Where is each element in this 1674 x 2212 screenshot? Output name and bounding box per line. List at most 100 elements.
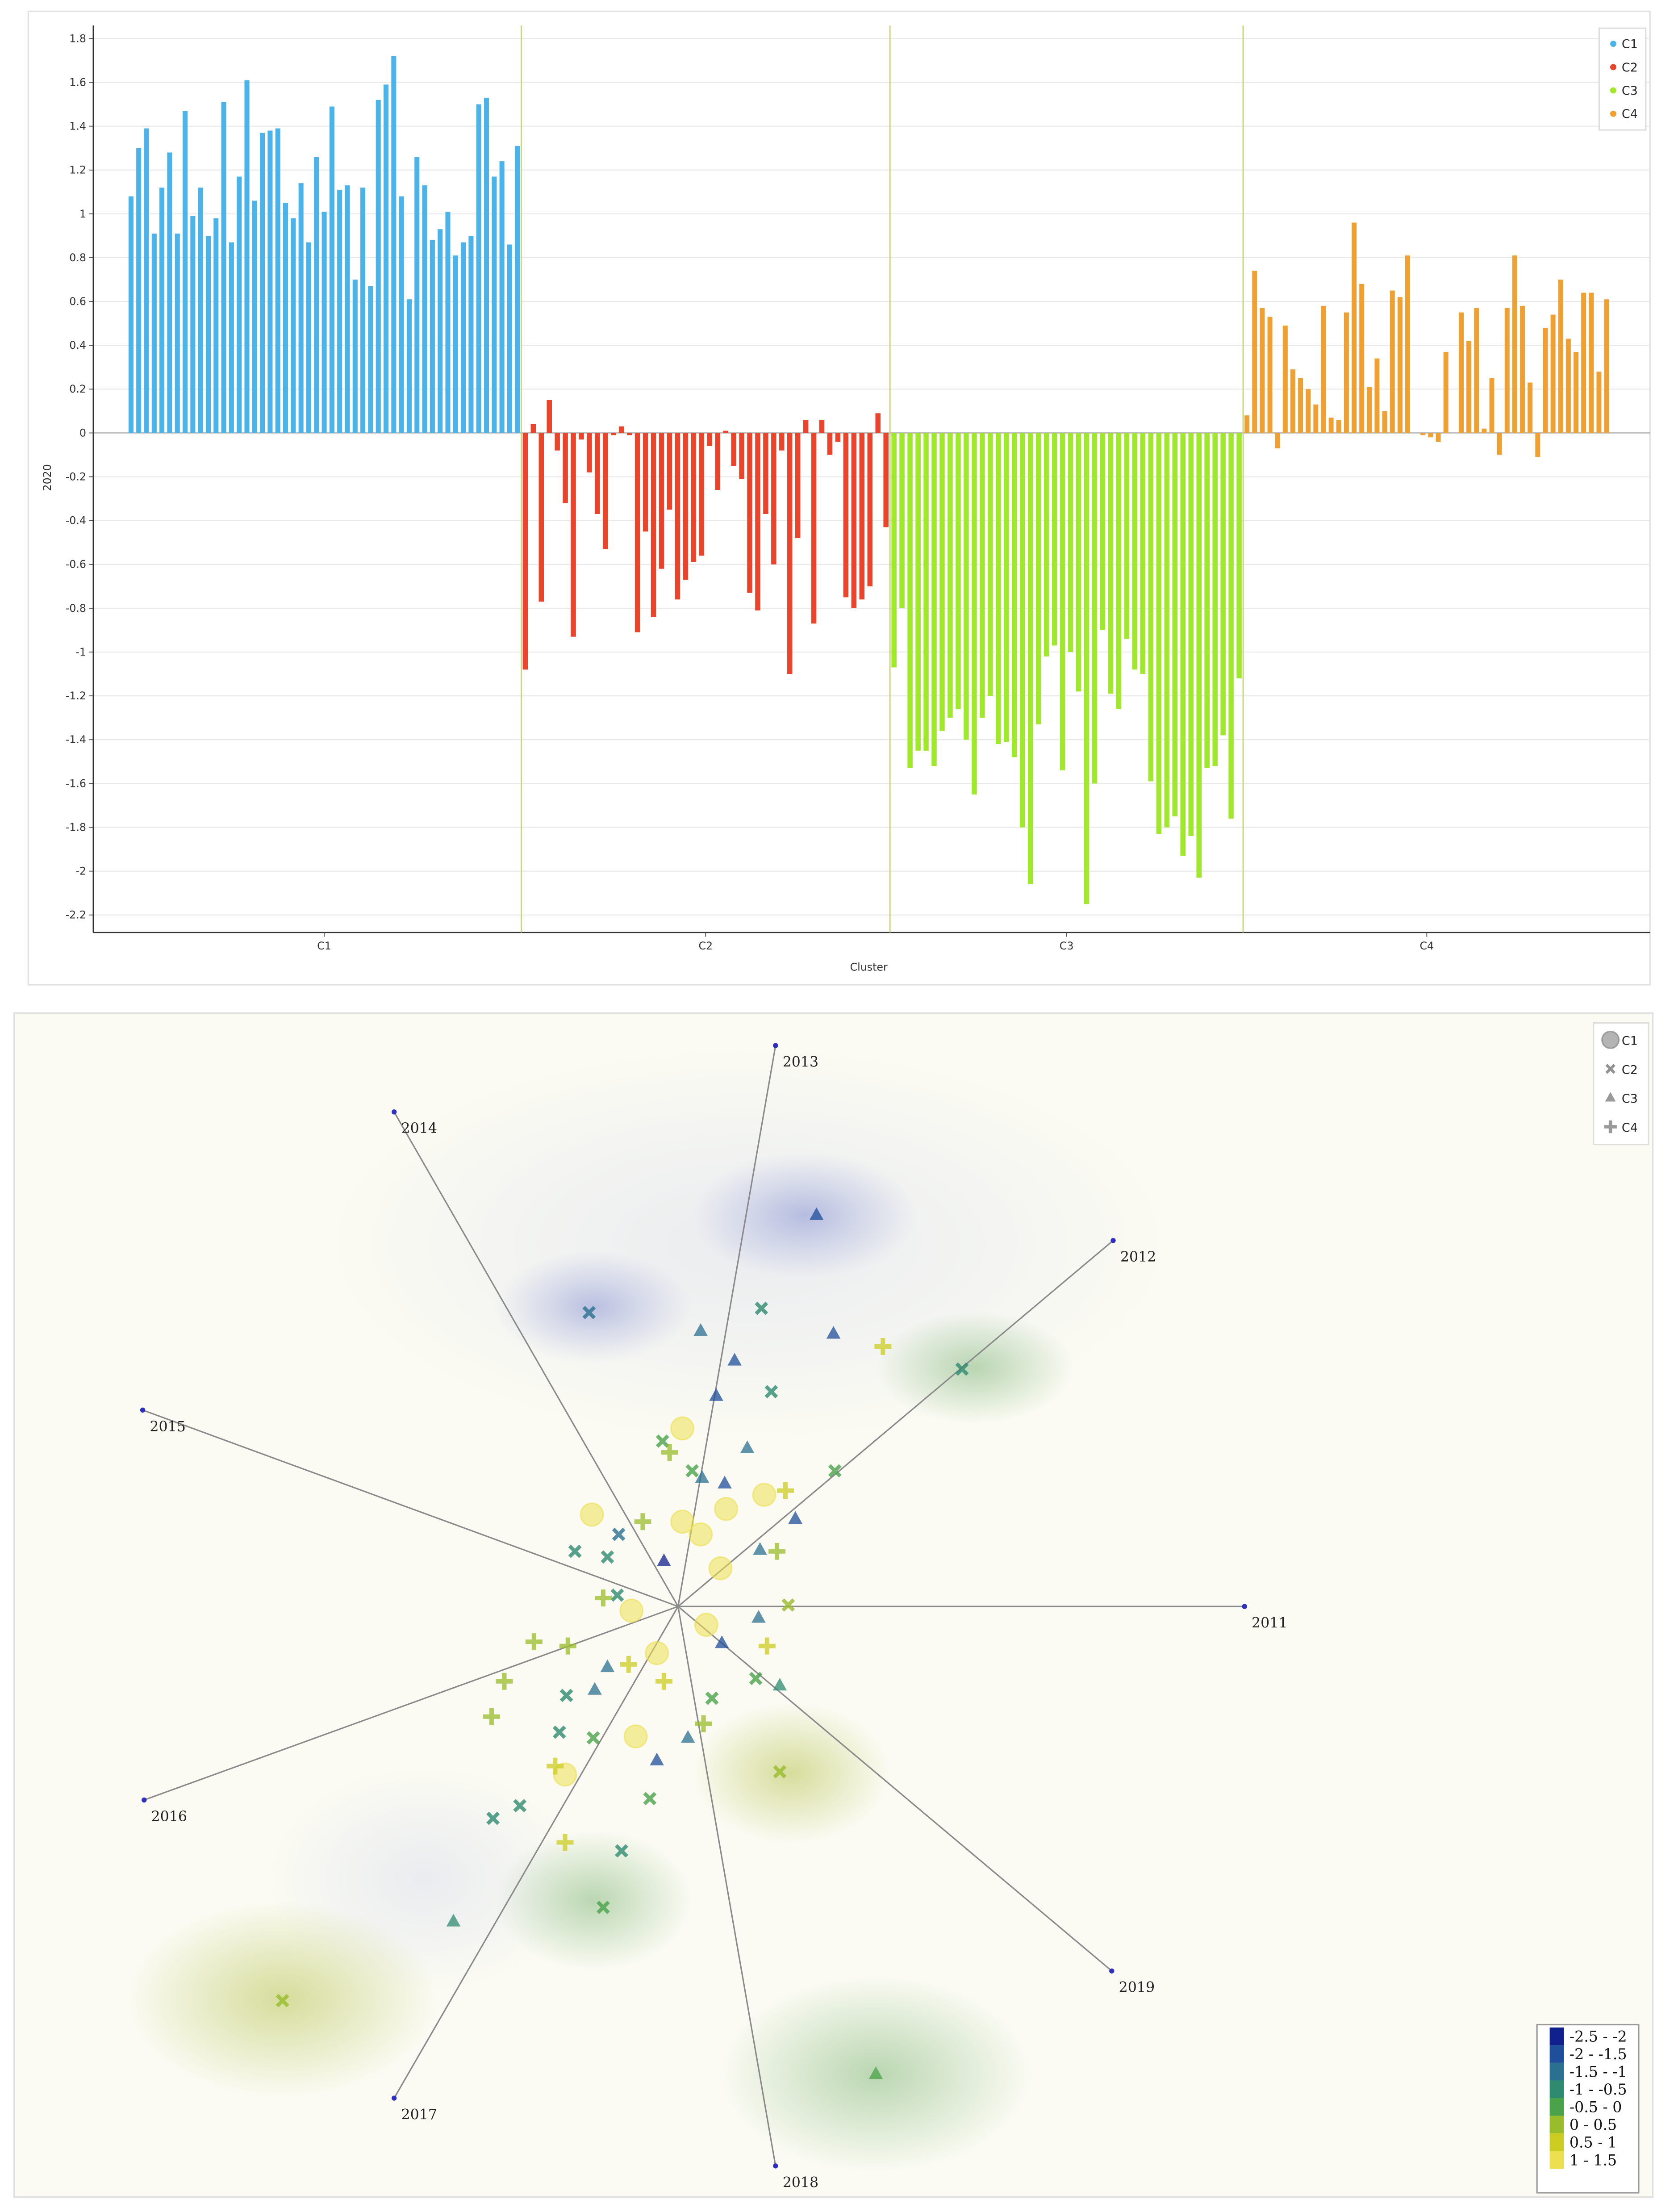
vector-tip: [1109, 1968, 1115, 1974]
bar: [699, 433, 705, 556]
bar: [1489, 378, 1494, 433]
bar: [915, 433, 921, 751]
bar: [619, 426, 624, 433]
legend-marker: [1601, 1030, 1620, 1050]
bar: [383, 84, 389, 433]
vector-tip: [391, 2095, 397, 2101]
bar: [626, 433, 632, 435]
point: [695, 1715, 712, 1732]
point: [620, 1656, 637, 1673]
point: [826, 1326, 841, 1339]
bar: [1204, 433, 1210, 769]
bar: [306, 242, 311, 433]
point: [634, 1513, 651, 1530]
bar: [907, 433, 913, 769]
color-swatch: [1549, 2062, 1564, 2081]
bar: [1019, 433, 1025, 828]
color-label: 0 - 0.5: [1570, 2116, 1617, 2133]
y-tick-label: -1.2: [66, 690, 86, 702]
point: [657, 1553, 671, 1566]
point: [276, 1994, 289, 2007]
color-swatch: [1549, 2133, 1564, 2151]
loading-vector: [677, 1045, 776, 1607]
bar: [1466, 341, 1472, 433]
point: [868, 2066, 883, 2079]
y-tick-label: -0.6: [66, 558, 86, 571]
point: [768, 1543, 786, 1560]
vector-label: 2015: [150, 1419, 185, 1435]
legend-label: C3: [1622, 1092, 1638, 1106]
point: [483, 1708, 500, 1725]
bar: [972, 433, 977, 794]
bar: [851, 433, 857, 608]
bar: [1504, 308, 1510, 433]
color-swatch: [1549, 2098, 1564, 2116]
bar: [1458, 312, 1464, 433]
bar: [803, 420, 809, 433]
bar: [453, 255, 458, 433]
bar: [1482, 428, 1487, 433]
vector-label: 2017: [401, 2107, 437, 2123]
legend-marker: [1610, 41, 1616, 47]
bar: [1244, 415, 1250, 433]
bar: [1068, 433, 1073, 652]
x-axis-label: Cluster: [850, 961, 888, 973]
legend-label: C1: [1622, 38, 1638, 51]
bar: [530, 424, 536, 433]
bar: [438, 229, 443, 433]
bar: [603, 433, 608, 549]
bar: [1027, 433, 1033, 885]
vector-tip: [391, 1109, 397, 1115]
bar: [1520, 305, 1525, 433]
bar: [352, 280, 358, 433]
bar: [213, 218, 219, 433]
point: [714, 1497, 739, 1521]
legend-marker: [1610, 64, 1616, 71]
point: [568, 1544, 582, 1558]
bar: [996, 433, 1001, 744]
point: [772, 1677, 787, 1691]
bar: [859, 433, 865, 600]
color-swatch: [1549, 2151, 1564, 2169]
bar: [1512, 255, 1517, 433]
bar: [1116, 433, 1122, 709]
point: [693, 1323, 708, 1336]
point: [695, 1470, 710, 1483]
bar: [1092, 433, 1098, 784]
y-tick-label: -1.6: [66, 777, 86, 790]
bar: [779, 433, 785, 451]
y-tick-label: 0.8: [69, 251, 86, 264]
density-background: [127, 1045, 1173, 2173]
bar: [1390, 290, 1395, 433]
point: [496, 1673, 513, 1690]
bar: [739, 433, 744, 479]
bar: [819, 420, 825, 433]
y-tick-label: -0.8: [66, 602, 86, 615]
point: [714, 1635, 729, 1648]
point: [446, 1914, 461, 1927]
point: [749, 1672, 763, 1685]
point: [513, 1799, 527, 1813]
bar: [1589, 293, 1594, 433]
vector-label: 2014: [401, 1121, 437, 1137]
point: [764, 1385, 778, 1399]
loading-vector: [144, 1606, 679, 1801]
bar: [891, 433, 897, 668]
point: [586, 1731, 600, 1745]
bar: [675, 433, 680, 600]
bar: [515, 146, 520, 433]
bar: [1497, 433, 1502, 455]
color-label: -1.5 - -1: [1570, 2063, 1627, 2081]
x-tick-label: C2: [698, 940, 713, 952]
bar: [468, 235, 474, 433]
bar: [1212, 433, 1218, 766]
y-tick-label: 0: [79, 427, 86, 439]
bar: [1196, 433, 1202, 878]
bar: [1100, 433, 1106, 630]
color-swatch: [1549, 2027, 1564, 2045]
bar: [267, 130, 273, 433]
bar: [430, 240, 435, 433]
bar: [875, 413, 881, 433]
bar: [159, 187, 165, 433]
point: [705, 1691, 719, 1705]
